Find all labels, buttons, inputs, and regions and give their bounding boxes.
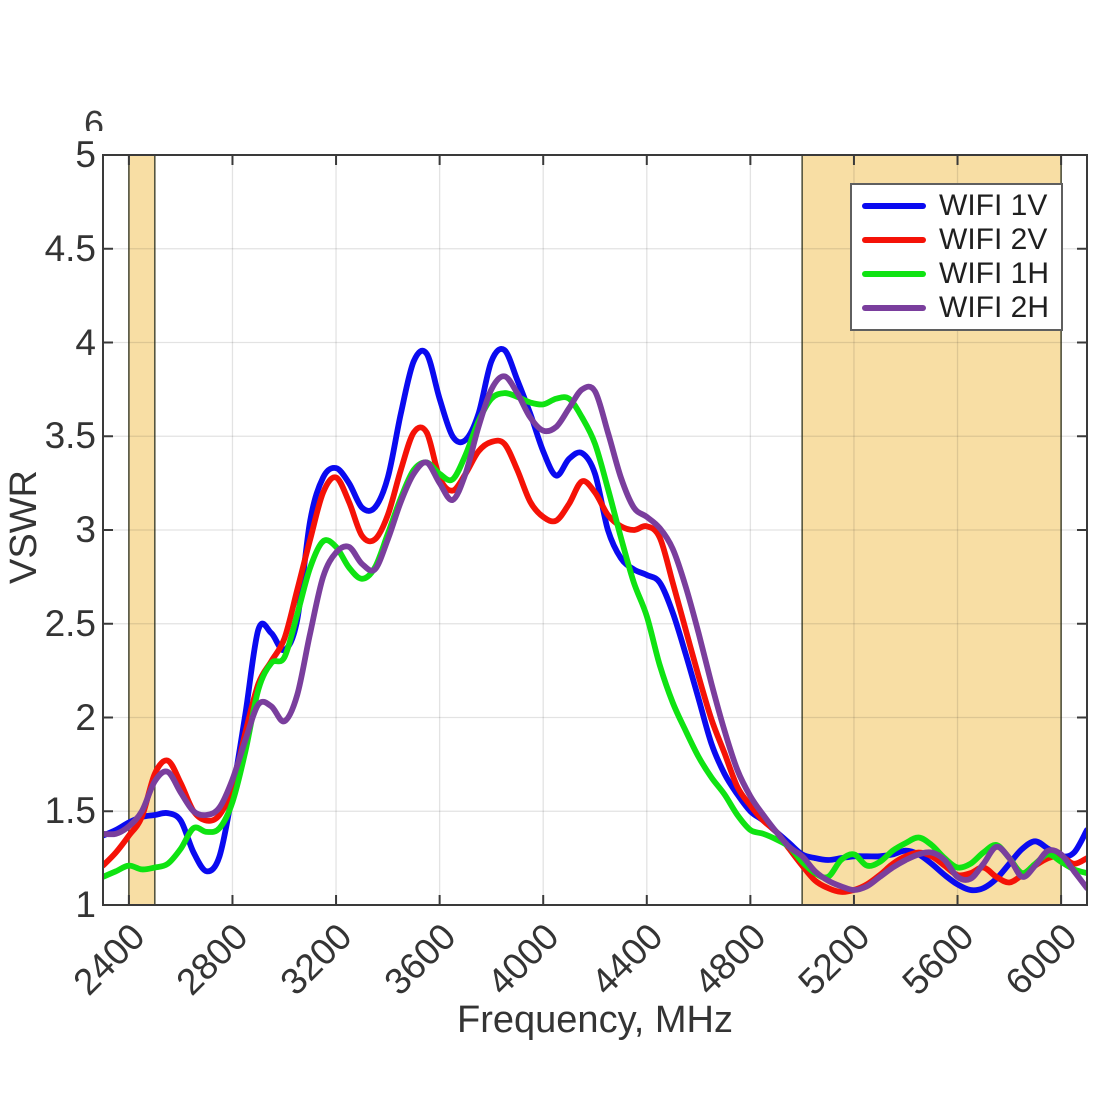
legend-label: WIFI 2H	[939, 291, 1049, 324]
legend-line-sample-wifi-1v	[862, 203, 926, 209]
series-line-wifi-1h	[103, 390, 1087, 881]
y-tick-label: 2.5	[44, 602, 96, 644]
legend-label: WIFI 1H	[939, 257, 1049, 290]
legend: WIFI 1V WIFI 2V WIFI 1H WIFI 2H	[850, 183, 1063, 331]
y-tick-label: 2	[75, 696, 96, 738]
legend-entry-wifi-2h: WIFI 2H	[862, 291, 1051, 325]
y-tick-label: 4	[75, 321, 96, 363]
cropped-text-fragment: 6	[84, 106, 105, 131]
legend-entry-wifi-2v: WIFI 2V	[862, 223, 1051, 257]
y-tick-label: 4.5	[44, 227, 96, 269]
legend-entry-wifi-1h: WIFI 1H	[862, 257, 1051, 291]
legend-label: WIFI 1V	[939, 189, 1048, 222]
legend-line-sample-wifi-1h	[862, 271, 926, 277]
series-line-wifi-2h	[103, 373, 1087, 893]
legend-label: WIFI 2V	[939, 223, 1048, 256]
series-group	[103, 346, 1087, 895]
x-axis-title: Frequency, MHz	[457, 999, 733, 1041]
y-axis-title: VSWR	[3, 470, 45, 584]
y-tick-label: 3	[75, 509, 96, 550]
legend-entry-wifi-1v: WIFI 1V	[862, 189, 1051, 223]
y-tick-label: 1.5	[44, 790, 96, 832]
y-tick-label: 5	[75, 134, 96, 175]
legend-line-sample-wifi-2h	[862, 305, 926, 311]
y-tick-label: 3.5	[44, 415, 96, 457]
y-tick-label: 1	[75, 884, 96, 925]
legend-line-sample-wifi-2v	[862, 237, 926, 243]
highlight-band-wifi-2.4GHz-band	[128, 154, 156, 906]
